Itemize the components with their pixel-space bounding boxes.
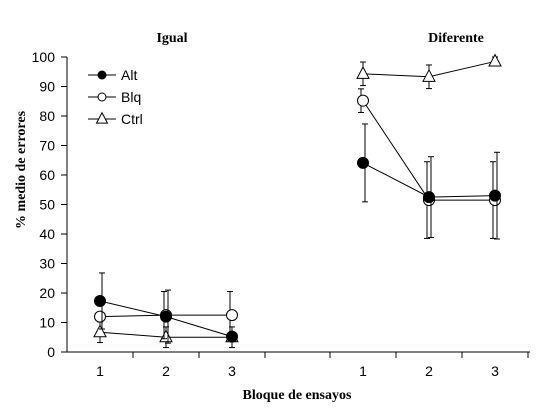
data-point	[489, 189, 501, 202]
data-point	[94, 294, 106, 307]
y-tick-label: 80	[39, 108, 55, 124]
legend-item-blq: Blq	[88, 89, 141, 105]
y-tick-label: 0	[47, 344, 55, 360]
y-tick-label: 60	[39, 167, 55, 183]
data-point	[357, 156, 369, 169]
x-tick-label: 2	[425, 363, 433, 379]
x-tick-label: 1	[359, 363, 367, 379]
data-point	[94, 310, 106, 323]
data-point	[488, 53, 502, 67]
legend-item-alt: Alt	[88, 67, 137, 83]
y-tick-label: 70	[39, 138, 55, 154]
x-axis-ticks: 1 2 3 1 2 3	[96, 352, 529, 379]
legend-marker	[97, 92, 107, 102]
data-point	[160, 310, 172, 323]
data-point	[357, 94, 369, 107]
panel-1-series	[356, 53, 502, 240]
data-point	[422, 68, 436, 82]
y-tick-label: 100	[32, 49, 56, 65]
data-point	[226, 330, 238, 343]
legend: Alt Blq Ctrl	[88, 67, 143, 127]
series-group	[93, 53, 502, 349]
y-tick-label: 30	[39, 256, 55, 272]
series-ctrl	[356, 53, 502, 90]
data-point	[93, 324, 107, 338]
series-ctrl	[93, 321, 239, 349]
y-tick-label: 40	[39, 226, 55, 242]
x-axis-title: Bloque de ensayos	[243, 388, 352, 403]
legend-label: Blq	[121, 89, 141, 105]
legend-item-ctrl: Ctrl	[88, 111, 143, 127]
y-axis-title: % medio de errores	[14, 110, 29, 229]
panel-0-series	[93, 272, 239, 349]
panel-title-igual: Igual	[156, 31, 187, 46]
y-axis-ticks: 0 10 20 30 40 50 60 70 80 90 100	[32, 49, 67, 360]
y-tick-label: 50	[39, 197, 55, 213]
data-point	[356, 65, 370, 79]
series-line	[362, 100, 495, 201]
y-tick-label: 90	[39, 79, 55, 95]
x-tick-label: 3	[228, 363, 236, 379]
series-blq	[357, 88, 501, 239]
x-tick-label: 1	[96, 363, 104, 379]
series-alt	[94, 272, 238, 344]
legend-marker	[95, 111, 109, 124]
x-tick-label: 2	[162, 363, 170, 379]
x-tick-label: 3	[491, 363, 499, 379]
legend-label: Alt	[121, 67, 137, 83]
data-point	[423, 191, 435, 204]
y-tick-label: 20	[39, 285, 55, 301]
y-tick-label: 10	[39, 315, 55, 331]
legend-label: Ctrl	[121, 111, 143, 127]
legend-marker	[97, 70, 107, 80]
data-point	[226, 309, 238, 322]
series-alt	[357, 123, 501, 240]
data-point	[159, 329, 173, 343]
panel-title-diferente: Diferente	[428, 31, 484, 46]
